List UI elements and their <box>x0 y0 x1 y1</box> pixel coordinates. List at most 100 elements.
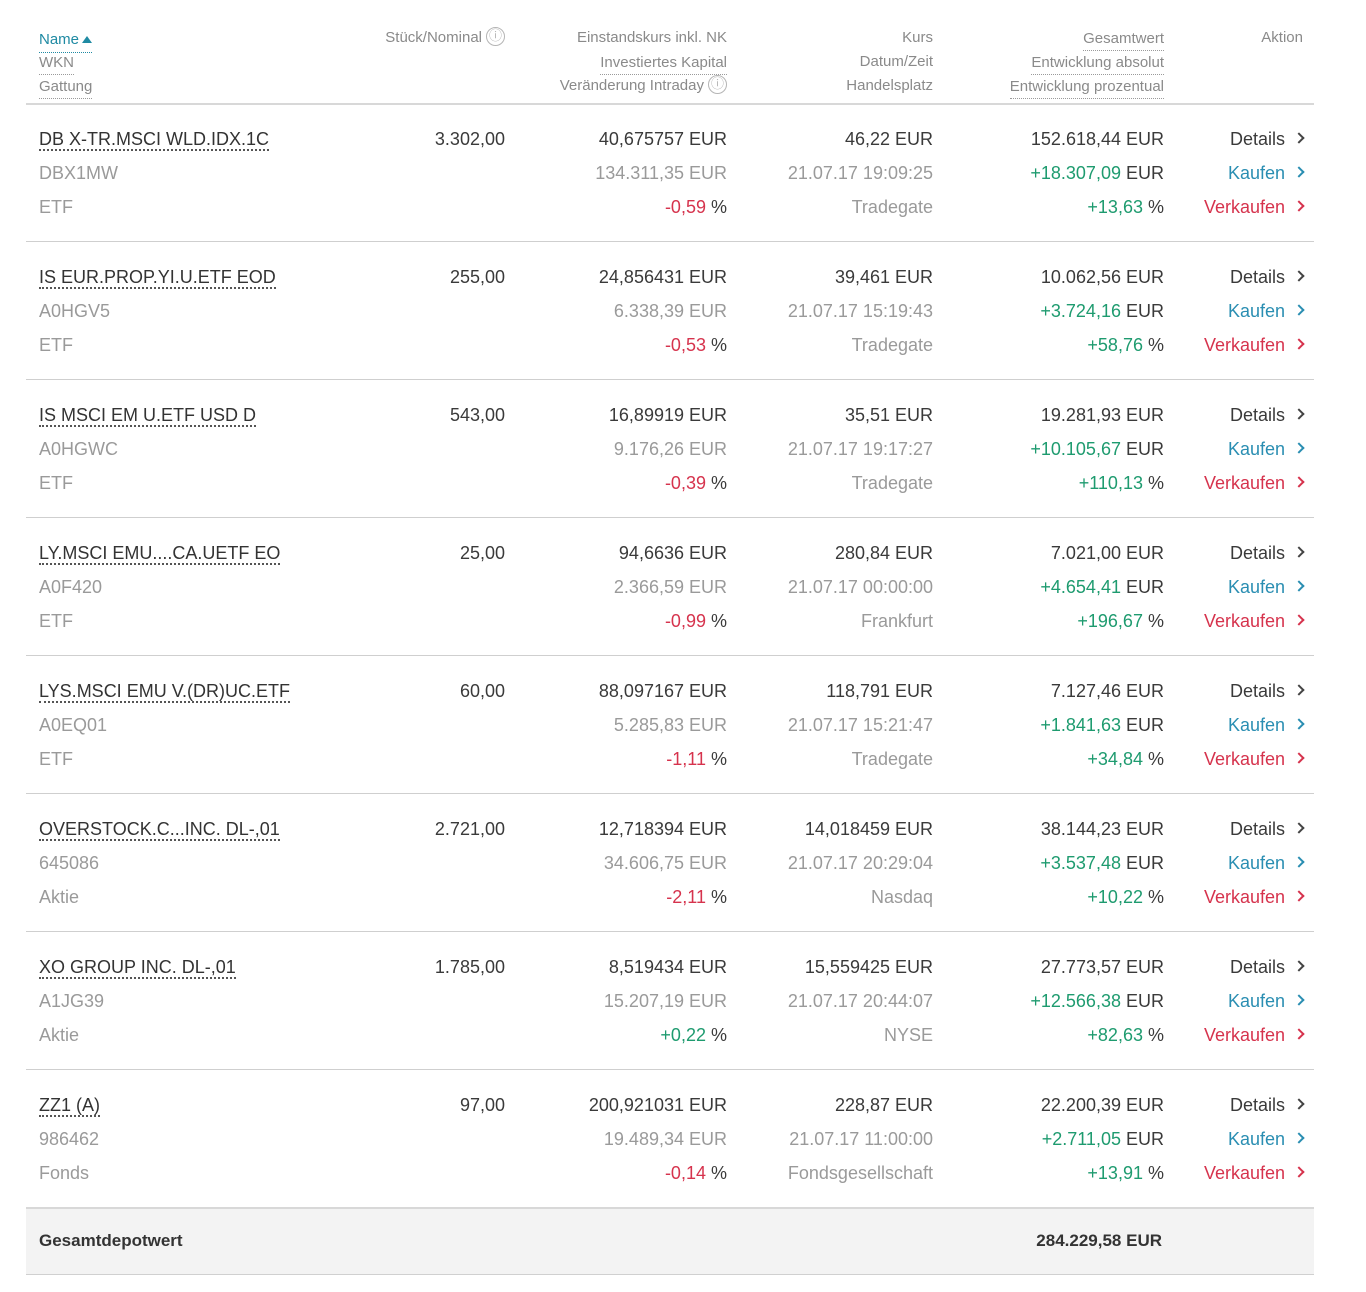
security-name-link[interactable]: OVERSTOCK.C...INC. DL-,01 <box>39 819 280 841</box>
entw-proz-value: +34,84 <box>1087 749 1143 769</box>
verkaufen-button[interactable]: Verkaufen <box>1204 609 1305 633</box>
kurs-value: 35,51 EUR <box>844 405 933 425</box>
percent-unit: % <box>1147 749 1164 769</box>
info-icon[interactable]: ⓘ <box>708 75 727 94</box>
investiert-value: 15.207,19 EUR <box>603 991 727 1011</box>
sort-by-name-header[interactable]: Name <box>39 28 93 53</box>
verkaufen-label: Verkaufen <box>1203 473 1285 493</box>
security-name-link[interactable]: ZZ1 (A) <box>39 1095 100 1117</box>
stueck-header-label: Stück/Nominal <box>385 29 482 46</box>
gattung-value: ETF <box>39 473 73 493</box>
verkaufen-button[interactable]: Verkaufen <box>1204 747 1305 771</box>
security-name-link[interactable]: IS EUR.PROP.YI.U.ETF EOD <box>39 267 276 289</box>
details-label: Details <box>1229 129 1285 149</box>
details-button[interactable]: Details <box>1229 127 1305 151</box>
verkaufen-button[interactable]: Verkaufen <box>1204 333 1305 357</box>
security-name-link[interactable]: IS MSCI EM U.ETF USD D <box>39 405 257 427</box>
gesamtwert-header[interactable]: Gesamtwert <box>1083 29 1164 51</box>
entwicklung-prozentual: +196,67 % <box>1077 609 1164 633</box>
kaufen-button[interactable]: Kaufen <box>1228 575 1305 599</box>
einstand-value: 94,6636 EUR <box>618 543 727 563</box>
gattung-header[interactable]: Gattung <box>39 77 93 99</box>
investiert-header[interactable]: Investiertes Kapital <box>600 53 727 75</box>
intraday-change: -0,59 % <box>665 195 727 219</box>
chevron-right-icon <box>1293 960 1305 972</box>
intraday-change: -0,14 % <box>665 1161 727 1185</box>
entwicklung-absolut: +12.566,38 EUR <box>1030 989 1164 1013</box>
header-divider <box>26 103 1314 105</box>
eur-unit: EUR <box>1125 1129 1164 1149</box>
info-icon[interactable]: ⓘ <box>486 27 505 46</box>
datum-value: 21.07.17 19:17:27 <box>787 439 933 459</box>
security-name-link[interactable]: XO GROUP INC. DL-,01 <box>39 957 236 979</box>
kaufen-button[interactable]: Kaufen <box>1228 713 1305 737</box>
entw-proz-header[interactable]: Entwicklung prozentual <box>1009 77 1164 99</box>
intraday-value: -0,14 <box>664 1163 706 1183</box>
wkn-value: 986462 <box>39 1129 100 1149</box>
chevron-right-icon <box>1293 166 1305 178</box>
kaufen-button[interactable]: Kaufen <box>1228 299 1305 323</box>
verkaufen-button[interactable]: Verkaufen <box>1203 471 1305 495</box>
details-button[interactable]: Details <box>1230 817 1305 841</box>
intraday-change: +0,22 % <box>660 1023 727 1047</box>
details-button[interactable]: Details <box>1230 403 1305 427</box>
kurs-value: 280,84 EUR <box>834 543 933 563</box>
details-button[interactable]: Details <box>1230 541 1305 565</box>
entwicklung-prozentual: +10,22 % <box>1087 885 1164 909</box>
chevron-right-icon <box>1293 476 1305 488</box>
verkaufen-button[interactable]: Verkaufen <box>1204 195 1305 219</box>
wkn-header[interactable]: WKN <box>39 53 74 75</box>
row-divider <box>26 379 1314 380</box>
verkaufen-button[interactable]: Verkaufen <box>1204 1161 1305 1185</box>
entw-proz-value: +58,76 <box>1087 335 1143 355</box>
kaufen-button[interactable]: Kaufen <box>1228 989 1305 1013</box>
chevron-right-icon <box>1293 200 1305 212</box>
entwicklung-absolut: +2.711,05 EUR <box>1042 1127 1164 1151</box>
intraday-value: -0,53 <box>664 335 706 355</box>
details-button[interactable]: Details <box>1230 1093 1305 1117</box>
security-name-link[interactable]: LYS.MSCI EMU V.(DR)UC.ETF <box>39 681 291 703</box>
entw-abs-header[interactable]: Entwicklung absolut <box>1031 53 1164 75</box>
details-label: Details <box>1229 267 1285 287</box>
chevron-right-icon <box>1293 822 1305 834</box>
eur-unit: EUR <box>1125 853 1164 873</box>
kaufen-button[interactable]: Kaufen <box>1228 161 1305 185</box>
gattung-value: ETF <box>39 335 73 355</box>
chevron-right-icon <box>1293 408 1305 420</box>
verkaufen-button[interactable]: Verkaufen <box>1203 885 1305 909</box>
entwicklung-absolut: +3.724,16 EUR <box>1040 299 1164 323</box>
kaufen-button[interactable]: Kaufen <box>1228 437 1305 461</box>
stueck-value: 1.785,00 <box>434 957 505 977</box>
details-button[interactable]: Details <box>1229 265 1305 289</box>
einstand-value: 24,856431 EUR <box>598 267 727 287</box>
stueck-header: Stück/Nominal ⓘ <box>385 26 505 50</box>
handelsplatz-value: Nasdaq <box>870 887 933 907</box>
wkn-value: A0F420 <box>39 577 103 597</box>
kurs-header: Kurs <box>902 29 933 46</box>
entwicklung-absolut: +1.841,63 EUR <box>1040 713 1164 737</box>
entw-abs-value: +4.654,41 <box>1040 577 1121 597</box>
security-name-link[interactable]: DB X-TR.MSCI WLD.IDX.1C <box>39 129 270 151</box>
chevron-right-icon <box>1293 1098 1305 1110</box>
eur-unit: EUR <box>1125 301 1164 321</box>
eur-unit: EUR <box>1125 439 1164 459</box>
veraenderung-header: Veränderung Intraday ⓘ <box>560 74 727 98</box>
entw-proz-value: +196,67 <box>1077 611 1143 631</box>
details-button[interactable]: Details <box>1230 679 1305 703</box>
datum-value: 21.07.17 15:19:43 <box>787 301 933 321</box>
gesamtwert-value: 10.062,56 EUR <box>1040 267 1164 287</box>
details-button[interactable]: Details <box>1230 955 1305 979</box>
intraday-change: -0,39 % <box>665 471 727 495</box>
verkaufen-label: Verkaufen <box>1203 887 1285 907</box>
stueck-value: 97,00 <box>459 1095 505 1115</box>
kaufen-button[interactable]: Kaufen <box>1228 1127 1305 1151</box>
einstand-header: Einstandskurs inkl. NK <box>576 29 727 46</box>
kaufen-button[interactable]: Kaufen <box>1228 851 1305 875</box>
gesamtwert-value: 152.618,44 EUR <box>1030 129 1164 149</box>
security-name-link[interactable]: LY.MSCI EMU....CA.UETF EO <box>39 543 281 565</box>
stueck-value: 60,00 <box>459 681 505 701</box>
eur-unit: EUR <box>1125 715 1164 735</box>
percent-unit: % <box>1147 611 1164 631</box>
gesamtwert-value: 27.773,57 EUR <box>1040 957 1164 977</box>
verkaufen-button[interactable]: Verkaufen <box>1204 1023 1305 1047</box>
